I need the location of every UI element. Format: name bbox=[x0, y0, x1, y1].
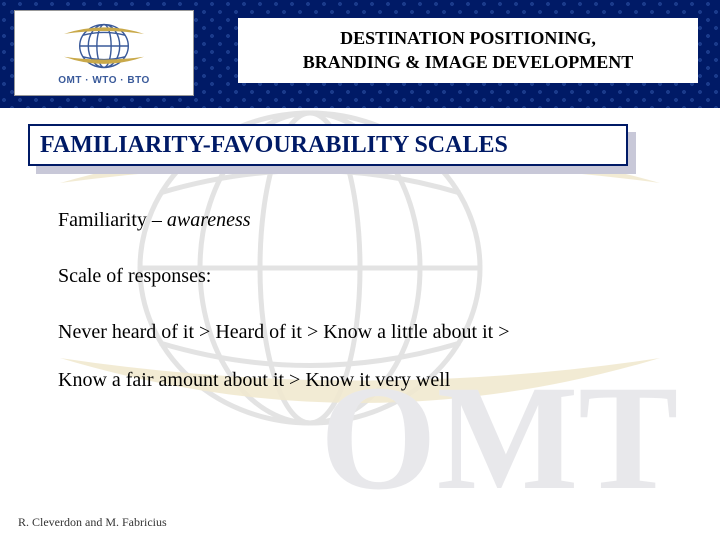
body-line1-a: Familiarity – bbox=[58, 209, 167, 231]
body-text: Familiarity – awareness Scale of respons… bbox=[58, 196, 658, 404]
body-line-4: Know a fair amount about it > Know it ve… bbox=[58, 356, 658, 404]
title-line-1: DESTINATION POSITIONING, bbox=[244, 26, 692, 50]
content-area: OMT FAMILIARITY-FAVOURABILITY SCALES Fam… bbox=[0, 108, 720, 540]
logo-label: OMT · WTO · BTO bbox=[58, 75, 150, 86]
subtitle-box: FAMILIARITY-FAVOURABILITY SCALES bbox=[28, 124, 628, 166]
logo-box: OMT · WTO · BTO bbox=[14, 10, 194, 96]
body-line1-b: awareness bbox=[167, 209, 251, 231]
body-line-1: Familiarity – awareness bbox=[58, 196, 658, 244]
body-line-3: Never heard of it > Heard of it > Know a… bbox=[58, 308, 658, 356]
wto-globe-icon bbox=[59, 21, 149, 71]
subtitle-container: FAMILIARITY-FAVOURABILITY SCALES bbox=[28, 124, 638, 172]
subtitle-text: FAMILIARITY-FAVOURABILITY SCALES bbox=[40, 132, 508, 159]
footer-credit: R. Cleverdon and M. Fabricius bbox=[18, 515, 167, 530]
body-line-2: Scale of responses: bbox=[58, 252, 658, 300]
header-bar: OMT · WTO · BTO DESTINATION POSITIONING,… bbox=[0, 0, 720, 108]
title-line-2: BRANDING & IMAGE DEVELOPMENT bbox=[244, 50, 692, 74]
title-box: DESTINATION POSITIONING, BRANDING & IMAG… bbox=[238, 18, 698, 83]
